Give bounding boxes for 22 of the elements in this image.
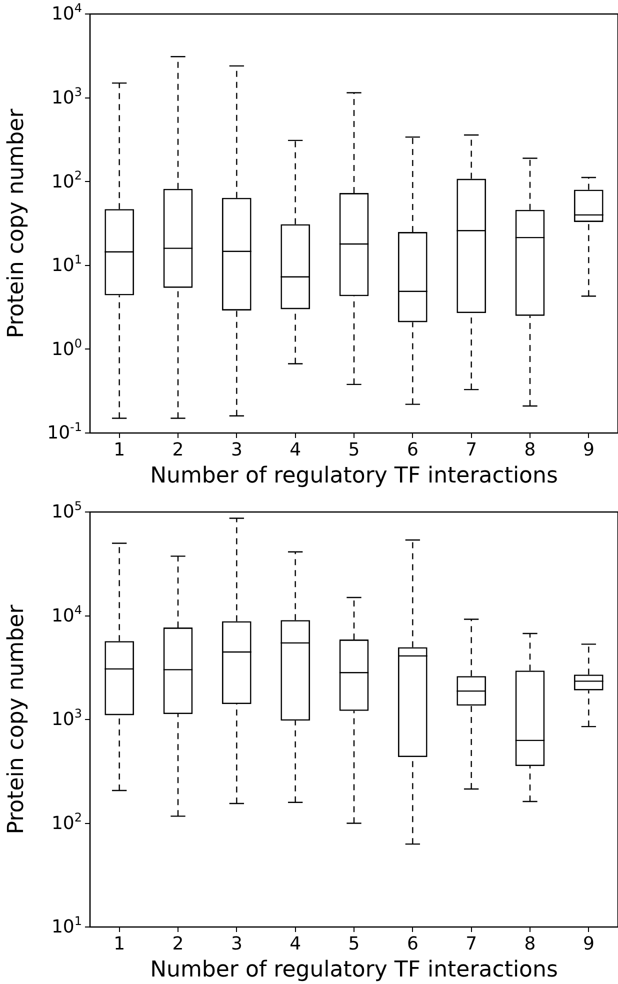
x-tick-label: 4 (290, 933, 302, 954)
x-tick-label: 5 (348, 439, 360, 460)
x-tick-label: 3 (230, 933, 242, 954)
x-tick-label: 2 (172, 933, 184, 954)
x-tick-label: 5 (348, 933, 360, 954)
x-tick-label: 6 (406, 933, 418, 954)
x-tick-label: 1 (114, 933, 126, 954)
x-tick-label: 8 (524, 933, 536, 954)
x-axis-title: Number of regulatory TF interactions (150, 958, 558, 983)
x-tick-label: 9 (582, 439, 594, 460)
x-tick-label: 7 (466, 439, 478, 460)
x-tick-label: 7 (466, 933, 478, 954)
x-tick-label: 3 (230, 439, 242, 460)
x-tick-label: 6 (406, 439, 418, 460)
y-axis-title: Protein copy number (4, 108, 29, 338)
x-axis-title: Number of regulatory TF interactions (150, 464, 558, 489)
x-tick-label: 1 (114, 439, 126, 460)
x-tick-label: 8 (524, 439, 536, 460)
x-tick-label: 4 (290, 439, 302, 460)
x-tick-label: 9 (582, 933, 594, 954)
x-tick-label: 2 (172, 439, 184, 460)
y-axis-title: Protein copy number (4, 604, 29, 834)
